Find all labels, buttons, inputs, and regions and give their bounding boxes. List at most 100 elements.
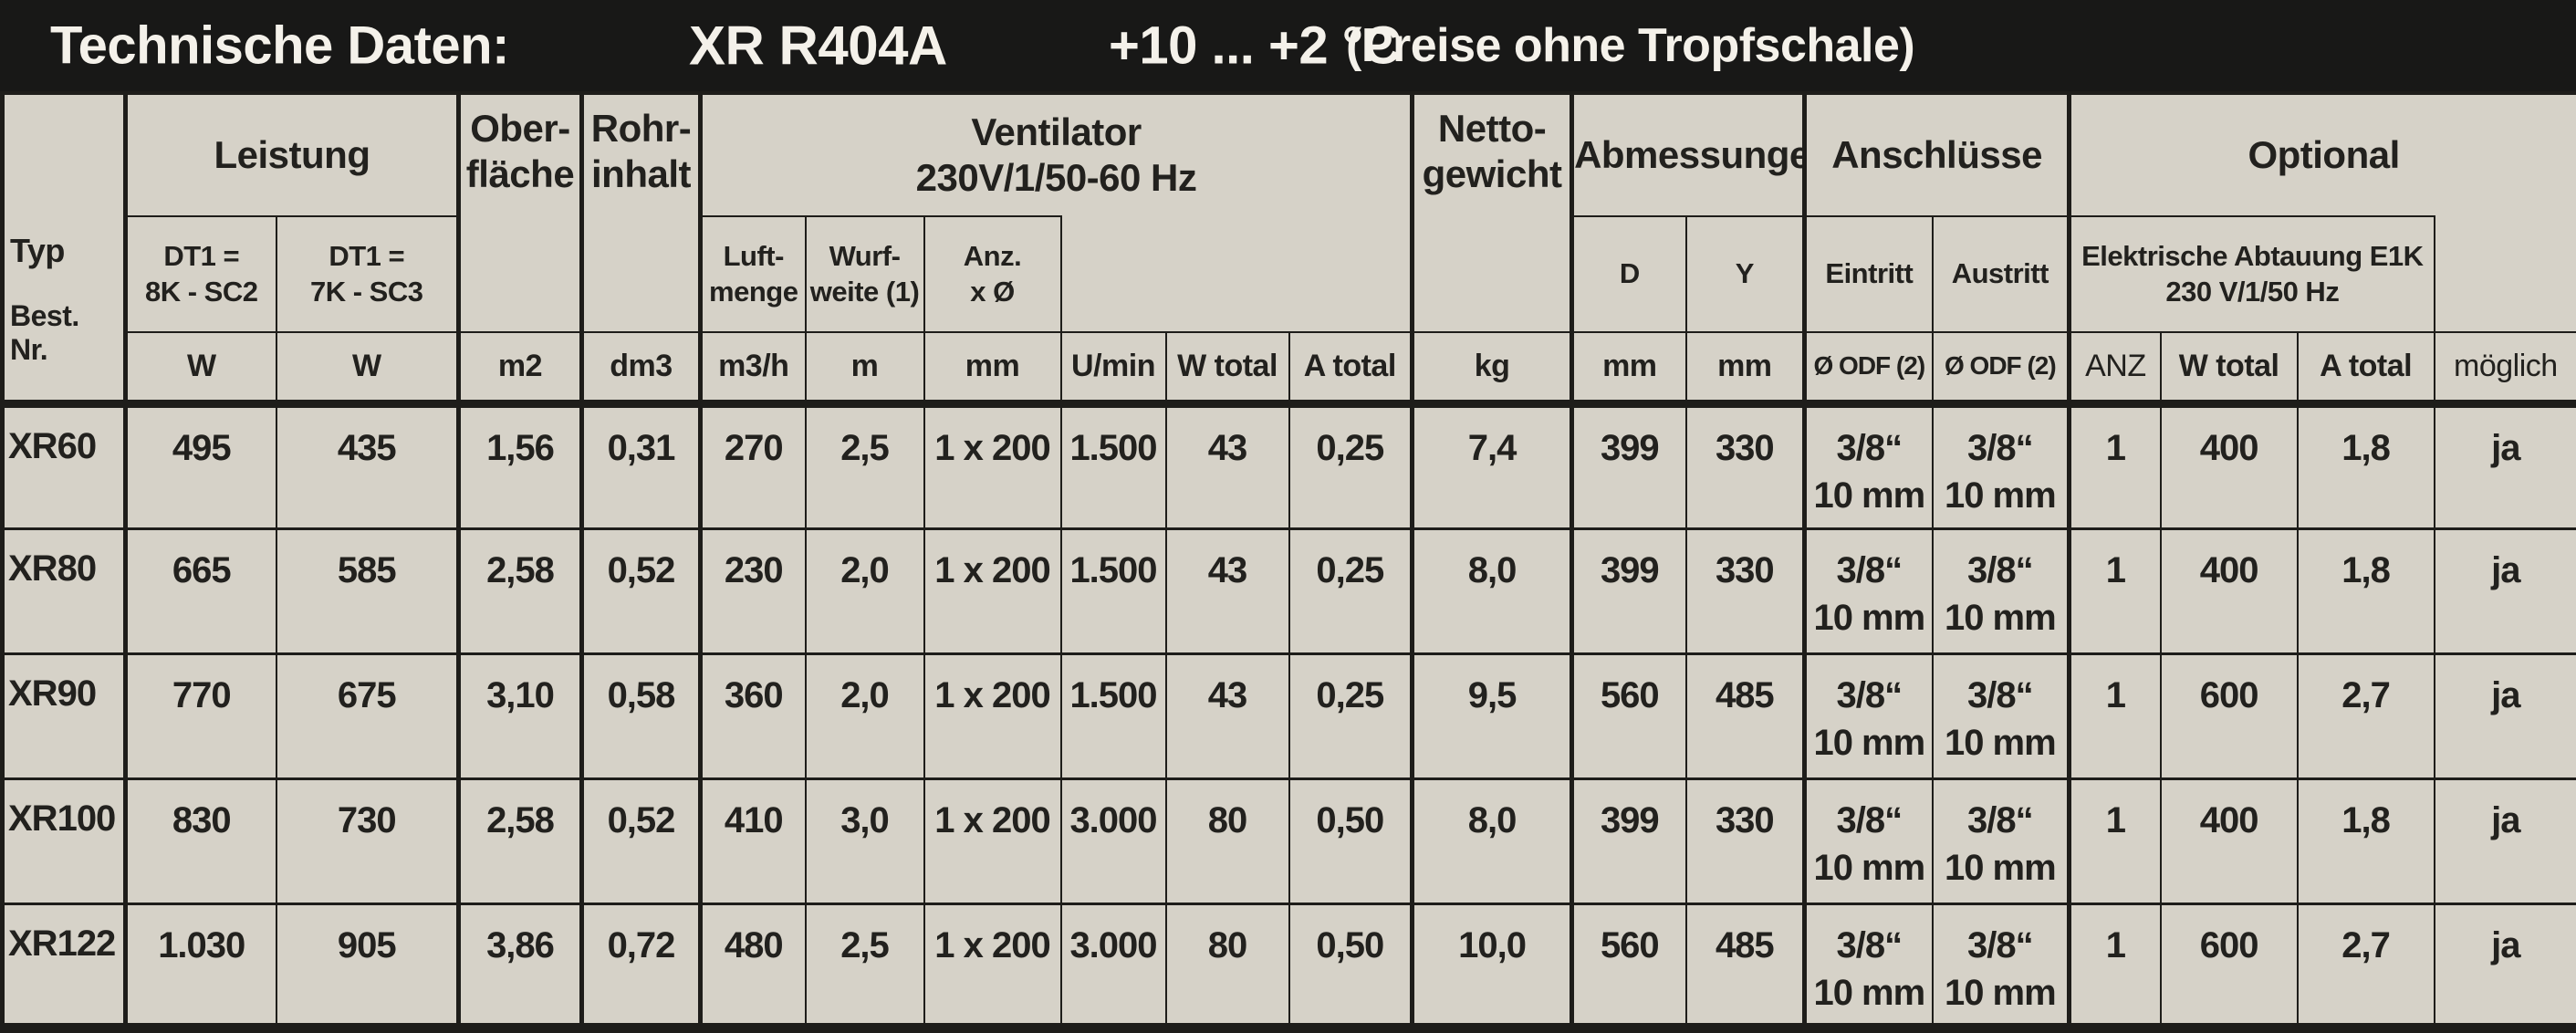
- data-cell: 0,25: [1288, 402, 1413, 530]
- data-cell: 560: [1570, 903, 1687, 1030]
- data-cell: 1: [2067, 652, 2162, 780]
- data-cell: 1: [2067, 402, 2162, 530]
- table-row-xr90: XR90 770 675 3,10 0,58 360 2,0 1 x 200 1…: [1, 652, 2576, 780]
- data-cell: 0,72: [579, 903, 702, 1030]
- product-model: XR R404A: [689, 15, 947, 77]
- data-cell: 1,56: [456, 402, 583, 530]
- table-row-xr60: XR60 495 435 1,56 0,31 270 2,5 1 x 200 1…: [1, 402, 2576, 530]
- data-cell: 3/8“ 10 mm: [1802, 777, 1934, 905]
- data-cell: ja: [2433, 527, 2576, 655]
- data-cell: 43: [1164, 652, 1290, 780]
- data-cell: 270: [698, 402, 807, 530]
- col-header-abmessungen: Abmessungen: [1570, 92, 1806, 217]
- unit-cell: m3/h: [698, 331, 807, 408]
- temperature-range: +10 ... +2 °C: [1109, 16, 1401, 76]
- data-cell: 3/8“ 10 mm: [1931, 903, 2070, 1030]
- data-cell: 1: [2067, 903, 2162, 1030]
- data-cell: 3,86: [456, 903, 583, 1030]
- data-cell: 3/8“ 10 mm: [1931, 777, 2070, 905]
- data-cell: 3,0: [804, 777, 925, 905]
- unit-cell: Ø ODF (2): [1802, 331, 1934, 408]
- unit-cell: mm: [923, 331, 1062, 408]
- data-cell: 0,25: [1288, 527, 1413, 655]
- data-cell: 3.000: [1059, 903, 1167, 1030]
- col-header-y: Y: [1684, 215, 1806, 333]
- data-cell: 1.500: [1059, 527, 1167, 655]
- col-header-optional: Optional: [2067, 92, 2576, 216]
- data-cell: 485: [1684, 903, 1806, 1030]
- best-nr-label: Best. Nr.: [10, 298, 79, 366]
- col-header-oberflaeche: Ober- fläche: [456, 92, 583, 333]
- data-cell: 435: [275, 402, 460, 530]
- col-header-ventilator: Ventilator 230V/1/50-60 Hz: [697, 92, 1413, 216]
- data-cell: 3.000: [1059, 777, 1167, 905]
- data-cell: 1 x 200: [923, 903, 1062, 1030]
- col-header-dt1-7k: DT1 = 7K - SC3: [275, 215, 460, 333]
- data-cell: 400: [2159, 402, 2299, 530]
- data-cell: 399: [1570, 527, 1687, 655]
- col-header-anz: Anz. x Ø: [923, 215, 1062, 333]
- typ-label: Typ: [10, 231, 65, 269]
- unit-cell: W: [275, 331, 460, 408]
- data-cell: 1.500: [1059, 652, 1167, 780]
- data-cell: 399: [1570, 402, 1687, 530]
- unit-cell: A total: [1288, 331, 1413, 408]
- data-cell: 3/8“ 10 mm: [1931, 652, 2070, 780]
- ventilator-merged-area: [1059, 216, 1413, 333]
- data-cell: 330: [1684, 402, 1806, 530]
- data-cell: 730: [275, 777, 460, 905]
- data-cell: 2,58: [456, 527, 583, 655]
- col-header-abtauung: Elektrische Abtauung E1K 230 V/1/50 Hz: [2067, 215, 2435, 333]
- data-cell: 0,31: [579, 402, 702, 530]
- row-label: XR80: [1, 527, 127, 655]
- row-label: XR100: [1, 777, 127, 905]
- data-cell: 905: [275, 903, 460, 1030]
- unit-cell: ANZ: [2067, 331, 2162, 408]
- data-cell: 1 x 200: [923, 527, 1062, 655]
- header-units-row: W W m2 dm3 m3/h m mm U/min W total A tot…: [3, 331, 2576, 408]
- optional-merged-area: [2433, 216, 2576, 333]
- data-cell: 0,52: [579, 777, 702, 905]
- unit-cell: U/min: [1059, 331, 1167, 408]
- data-cell: 495: [123, 402, 277, 530]
- col-header-luftmenge: Luft- menge: [698, 215, 807, 333]
- data-cell: 1.500: [1059, 402, 1167, 530]
- data-cell: 10,0: [1410, 903, 1573, 1030]
- data-cell: 560: [1570, 652, 1687, 780]
- table-row-xr100: XR100 830 730 2,58 0,52 410 3,0 1 x 200 …: [1, 777, 2576, 905]
- data-cell: 7,4: [1410, 402, 1573, 530]
- data-cell: 0,52: [579, 527, 702, 655]
- col-header-leistung: Leistung: [123, 92, 460, 217]
- unit-cell: dm3: [579, 331, 702, 408]
- data-cell: 2,5: [804, 402, 925, 530]
- col-header-rohrinhalt: Rohr- inhalt: [579, 92, 702, 333]
- data-cell: 400: [2159, 527, 2299, 655]
- data-cell: 410: [698, 777, 807, 905]
- data-cell: 1 x 200: [923, 777, 1062, 905]
- data-cell: 3/8“ 10 mm: [1802, 652, 1934, 780]
- data-cell: ja: [2433, 402, 2576, 530]
- technical-data-table: Typ Best. Nr. Leistung Ober- fläche Rohr…: [0, 91, 2576, 1033]
- data-cell: 230: [698, 527, 807, 655]
- data-cell: 3/8“ 10 mm: [1931, 527, 2070, 655]
- unit-cell: Ø ODF (2): [1931, 331, 2070, 408]
- data-cell: 3/8“ 10 mm: [1802, 402, 1934, 530]
- data-cell: 2,7: [2296, 652, 2435, 780]
- data-cell: 2,58: [456, 777, 583, 905]
- data-cell: 399: [1570, 777, 1687, 905]
- unit-cell: W total: [1164, 331, 1290, 408]
- data-cell: 360: [698, 652, 807, 780]
- data-cell: 1.030: [123, 903, 277, 1030]
- data-cell: 2,0: [804, 527, 925, 655]
- data-cell: 1 x 200: [923, 402, 1062, 530]
- data-cell: 675: [275, 652, 460, 780]
- col-header-typ-bestnr: Typ Best. Nr.: [1, 92, 127, 408]
- data-cell: 330: [1684, 777, 1806, 905]
- header-sub-row: DT1 = 8K - SC2 DT1 = 7K - SC3 Luft- meng…: [3, 215, 2576, 333]
- unit-cell: mm: [1570, 331, 1687, 408]
- data-cell: 665: [123, 527, 277, 655]
- row-label: XR90: [1, 652, 127, 780]
- row-label: XR60: [1, 402, 127, 530]
- page-title: Technische Daten:: [50, 16, 509, 76]
- unit-cell: m: [804, 331, 925, 408]
